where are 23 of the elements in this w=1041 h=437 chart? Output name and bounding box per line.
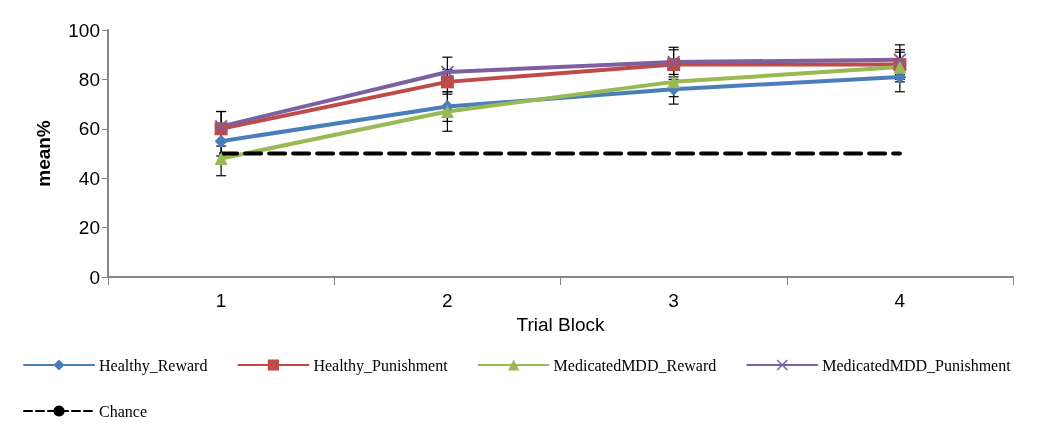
legend-label: Healthy_Reward: [99, 356, 208, 375]
x-tick-label: 3: [668, 290, 679, 311]
y-tick-label: 100: [68, 19, 100, 41]
x-axis-title: Trial Block: [516, 313, 605, 335]
legend-label: Chance: [99, 402, 147, 420]
x-tick-label: 2: [442, 290, 453, 311]
legend-label: MedicatedMDD_Punishment: [822, 356, 1012, 374]
point: [214, 134, 228, 148]
point: [214, 151, 228, 165]
point: [893, 53, 907, 67]
x-tick-label: 1: [215, 290, 227, 311]
y-tick-label: 80: [78, 68, 100, 90]
legend-label: Healthy_Punishment: [313, 356, 449, 375]
point: [440, 75, 454, 89]
point: [440, 105, 454, 119]
y-tick-label: 0: [89, 266, 100, 288]
x-tick-label: 4: [894, 290, 906, 311]
legend-label: MedicatedMDD_Reward: [553, 356, 717, 374]
y-tick-label: 40: [78, 167, 100, 189]
y-tick-label: 60: [78, 118, 100, 140]
y-axis-title: mean%: [33, 120, 54, 187]
point: [667, 75, 681, 89]
y-tick-label: 20: [78, 217, 100, 239]
